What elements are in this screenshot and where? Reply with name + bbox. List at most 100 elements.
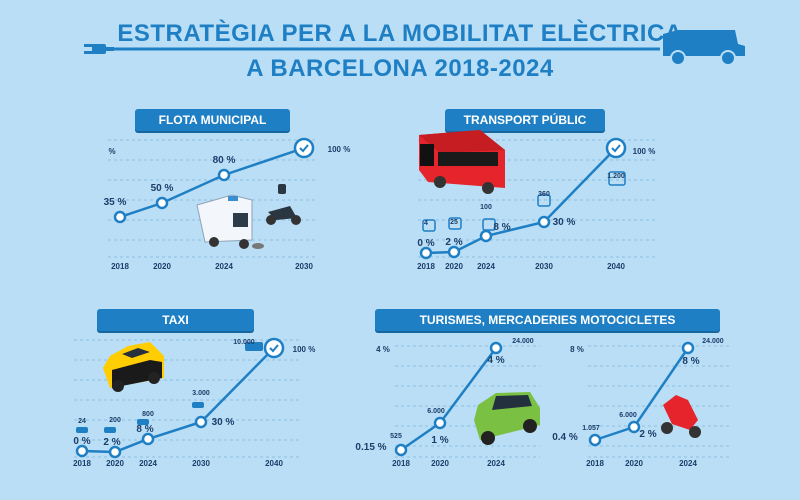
panel-title-transport-public: TRANSPORT PÚBLIC <box>445 109 605 131</box>
chart-4-point <box>681 341 695 355</box>
chart-3-percent-label: 4 % <box>487 355 504 366</box>
scooter-icon <box>266 184 301 225</box>
chart-0-point-goal <box>293 137 315 159</box>
chart-2-year-label: 2030 <box>192 459 210 468</box>
taxi-car-icon <box>103 342 164 392</box>
plug-icon <box>84 44 114 54</box>
transport-small-bus-icons <box>422 171 626 232</box>
chart-2-check-icon <box>269 344 279 353</box>
chart-marks: 35 % 2018 50 % 2020 80 % 2024 100 % 2030% 0 % 4 20… <box>73 137 724 468</box>
panel-title-taxi: TAXI <box>97 309 254 331</box>
chart-1-count-label: 100 <box>480 204 492 211</box>
chart-0-year-label: 2030 <box>295 262 313 271</box>
page-title-line-2: A BARCELONA 2018-2024 <box>246 55 554 82</box>
bus-icon <box>419 130 505 194</box>
chart-2-point <box>141 432 155 446</box>
chart-4-year-label: 2018 <box>586 459 604 468</box>
chart-0-point <box>155 196 169 210</box>
chart-0-point <box>113 210 127 224</box>
chart-0-series-line <box>119 146 305 219</box>
chart-0-point <box>217 168 231 182</box>
car-silhouette-icon <box>663 30 745 66</box>
chart-1-count-label: 360 <box>538 191 550 198</box>
chart-4-year-label: 2024 <box>679 459 697 468</box>
green-car-icon <box>474 392 540 445</box>
chart-4-unit-label: 8 % <box>570 345 584 354</box>
chart-4-point <box>588 433 602 447</box>
chart-3-count-label: 525 <box>390 433 402 440</box>
chart-2-point <box>108 445 122 459</box>
chart-3-point <box>394 443 408 457</box>
chart-0-check-icon <box>299 144 309 153</box>
chart-2-point <box>75 444 89 458</box>
chart-1-year-label: 2024 <box>477 262 495 271</box>
chart-0-percent-label: 50 % <box>151 183 174 194</box>
chart-4-year-label: 2020 <box>625 459 643 468</box>
chart-2-percent-label: 0 % <box>73 436 90 447</box>
chart-2-count-label: 10.000 <box>233 339 255 346</box>
chart-1-year-label: 2020 <box>445 262 463 271</box>
chart-2-count-label: 800 <box>142 411 154 418</box>
chart-3-percent-label: 0.15 % <box>355 442 386 453</box>
chart-4-percent-label: 0.4 % <box>552 432 578 443</box>
chart-2-count-label: 200 <box>109 417 121 424</box>
chart-4-percent-label: 8 % <box>682 356 699 367</box>
chart-1-percent-label: 2 % <box>445 237 462 248</box>
chart-1-point <box>447 245 461 259</box>
chart-1-check-icon <box>611 144 621 153</box>
chart-1-percent-label: 0 % <box>417 238 434 249</box>
page-title-line-1: ESTRATÈGIA PER A LA MOBILITAT ELÈCTRICA <box>117 20 683 47</box>
taxi-small-car-icons <box>76 342 263 433</box>
chart-3-year-label: 2024 <box>487 459 505 468</box>
chart-1-year-label: 2018 <box>417 262 435 271</box>
chart-1-count-label: 25 <box>450 219 458 226</box>
chart-1-percent-label: 30 % <box>553 217 576 228</box>
chart-3-unit-label: 4 % <box>376 345 390 354</box>
chart-3-year-label: 2018 <box>392 459 410 468</box>
chart-0-unit-label: % <box>108 147 115 156</box>
chart-2-point-goal <box>263 337 285 359</box>
chart-2-year-label: 2040 <box>265 459 283 468</box>
chart-0-percent-label: 80 % <box>213 155 236 166</box>
chart-2-count-label: 3.000 <box>192 390 210 397</box>
chart-2-percent-label: 30 % <box>212 417 235 428</box>
panel-title-flota-municipal: FLOTA MUNICIPAL <box>135 109 290 131</box>
chart-1-percent-label: 8 % <box>493 222 510 233</box>
street-sweeper-icon <box>196 194 264 249</box>
chart-3-point <box>433 416 447 430</box>
chart-2-percent-label: 2 % <box>103 437 120 448</box>
chart-2-year-label: 2018 <box>73 459 91 468</box>
chart-2-percent-label: 100 % <box>293 345 316 354</box>
chart-1-count-label: 1.200 <box>607 173 625 180</box>
chart-2-percent-label: 8 % <box>136 424 153 435</box>
chart-1-point-goal <box>605 137 627 159</box>
chart-0-year-label: 2024 <box>215 262 233 271</box>
chart-4-count-label: 6.000 <box>619 412 637 419</box>
chart-1-count-label: 4 <box>424 220 428 227</box>
chart-1-year-label: 2030 <box>535 262 553 271</box>
chart-3-percent-label: 1 % <box>431 435 448 446</box>
chart-0-percent-label: 35 % <box>104 197 127 208</box>
chart-4-point <box>627 420 641 434</box>
chart-4-percent-label: 2 % <box>639 429 656 440</box>
chart-3-count-label: 24.000 <box>512 338 534 345</box>
chart-2-year-label: 2020 <box>106 459 124 468</box>
chart-1-percent-label: 100 % <box>633 147 656 156</box>
chart-3-count-label: 6.000 <box>427 408 445 415</box>
chart-4-count-label: 1.057 <box>582 425 600 432</box>
chart-1-point <box>419 246 433 260</box>
chart-3-year-label: 2020 <box>431 459 449 468</box>
chart-2-point <box>194 415 208 429</box>
chart-4-count-label: 24.000 <box>702 338 724 345</box>
chart-0-year-label: 2020 <box>153 262 171 271</box>
chart-2-count-label: 24 <box>78 418 86 425</box>
chart-1-year-label: 2040 <box>607 262 625 271</box>
chart-2-year-label: 2024 <box>139 459 157 468</box>
chart-1-point <box>537 215 551 229</box>
chart-0-year-label: 2018 <box>111 262 129 271</box>
chart-0-percent-label: 100 % <box>328 145 351 154</box>
red-motorcycle-icon <box>661 395 701 438</box>
panel-title-turismes: TURISMES, MERCADERIES MOTOCICLETES <box>375 309 720 331</box>
chart-1-point <box>479 229 493 243</box>
